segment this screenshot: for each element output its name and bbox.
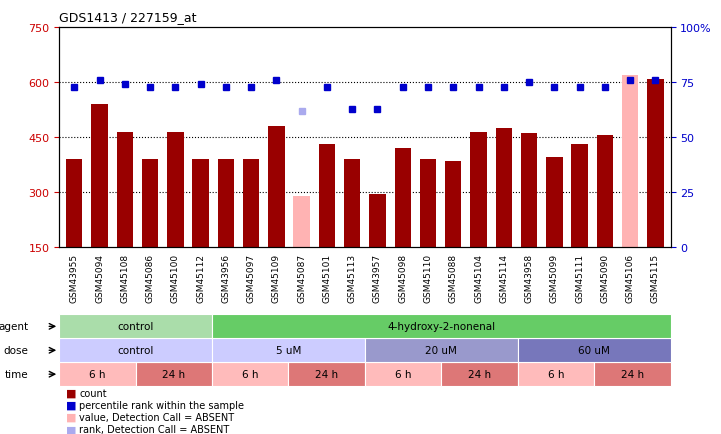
Bar — [288, 362, 365, 386]
Bar — [647, 79, 663, 247]
Bar — [445, 161, 461, 247]
Bar — [193, 160, 209, 247]
Bar — [369, 194, 386, 247]
Text: 5 uM: 5 uM — [275, 345, 301, 355]
Bar — [594, 362, 671, 386]
Bar — [441, 362, 518, 386]
Bar — [495, 128, 512, 247]
Bar — [518, 362, 594, 386]
Bar — [394, 149, 411, 247]
Text: count: count — [79, 388, 107, 398]
Text: 24 h: 24 h — [621, 369, 644, 379]
Bar — [344, 160, 360, 247]
Text: 6 h: 6 h — [395, 369, 411, 379]
Bar — [319, 145, 335, 247]
Text: percentile rank within the sample: percentile rank within the sample — [79, 400, 244, 410]
Bar — [142, 160, 159, 247]
Bar — [546, 158, 562, 247]
Bar — [470, 132, 487, 247]
Bar — [212, 339, 365, 362]
Bar — [521, 134, 537, 247]
Text: 6 h: 6 h — [89, 369, 105, 379]
Bar — [571, 145, 588, 247]
Text: agent: agent — [0, 322, 29, 332]
Bar — [243, 160, 260, 247]
Bar — [365, 362, 441, 386]
Text: 24 h: 24 h — [315, 369, 338, 379]
Bar — [212, 362, 288, 386]
Text: ■: ■ — [66, 412, 77, 422]
Bar — [420, 160, 436, 247]
Bar — [622, 76, 638, 247]
Text: 24 h: 24 h — [162, 369, 185, 379]
Bar — [136, 362, 212, 386]
Bar — [597, 136, 613, 247]
Bar — [167, 132, 184, 247]
Bar — [218, 160, 234, 247]
Text: 6 h: 6 h — [242, 369, 258, 379]
Bar — [59, 315, 212, 339]
Text: ■: ■ — [66, 388, 77, 398]
Text: ■: ■ — [66, 424, 77, 434]
Text: 20 uM: 20 uM — [425, 345, 457, 355]
Text: 24 h: 24 h — [468, 369, 491, 379]
Text: ■: ■ — [66, 400, 77, 410]
Text: 6 h: 6 h — [548, 369, 564, 379]
Bar — [268, 127, 285, 247]
Bar — [59, 339, 212, 362]
Bar — [365, 339, 518, 362]
Bar — [66, 160, 82, 247]
Bar — [212, 315, 671, 339]
Text: dose: dose — [4, 345, 29, 355]
Bar — [293, 196, 310, 247]
Bar — [117, 132, 133, 247]
Text: time: time — [5, 369, 29, 379]
Bar — [59, 362, 136, 386]
Text: 4-hydroxy-2-nonenal: 4-hydroxy-2-nonenal — [387, 322, 495, 332]
Bar — [92, 105, 107, 247]
Text: rank, Detection Call = ABSENT: rank, Detection Call = ABSENT — [79, 424, 229, 434]
Text: control: control — [118, 345, 154, 355]
Text: 60 uM: 60 uM — [578, 345, 610, 355]
Text: GDS1413 / 227159_at: GDS1413 / 227159_at — [59, 11, 197, 24]
Text: value, Detection Call = ABSENT: value, Detection Call = ABSENT — [79, 412, 234, 422]
Bar — [518, 339, 671, 362]
Text: control: control — [118, 322, 154, 332]
